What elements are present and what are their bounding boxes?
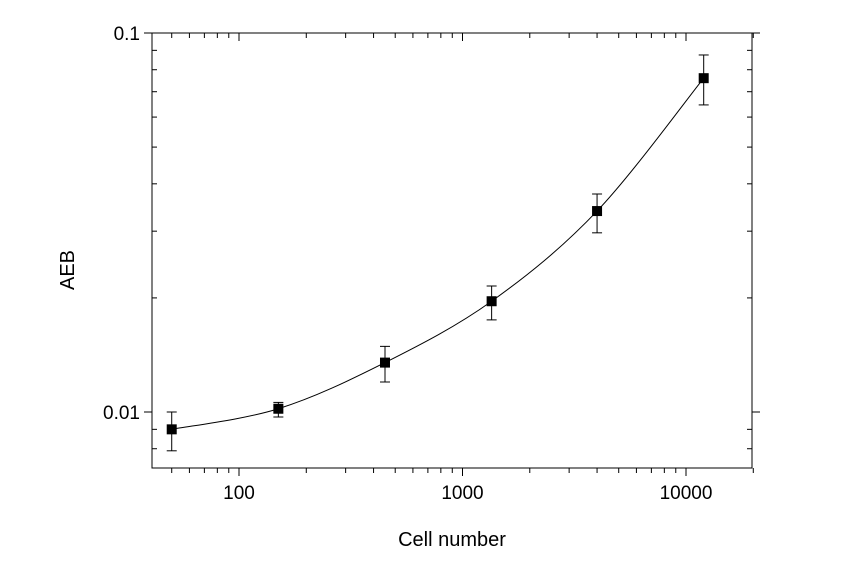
x-tick-label: 10000 [660, 483, 713, 504]
data-point [379, 357, 390, 368]
x-axis-label: Cell number [398, 529, 506, 551]
data-point [486, 296, 497, 307]
x-tick-label: 100 [223, 483, 255, 504]
data-point [273, 403, 284, 414]
data-point [166, 424, 177, 435]
y-tick-label: 0.1 [114, 24, 140, 45]
x-tick-label: 1000 [441, 483, 483, 504]
fit-curve [171, 77, 705, 430]
plot-frame [151, 32, 753, 469]
data-point [592, 206, 603, 217]
y-tick-label: 0.01 [103, 403, 140, 424]
data-point [698, 73, 709, 84]
y-axis-label: AEB [57, 250, 79, 290]
